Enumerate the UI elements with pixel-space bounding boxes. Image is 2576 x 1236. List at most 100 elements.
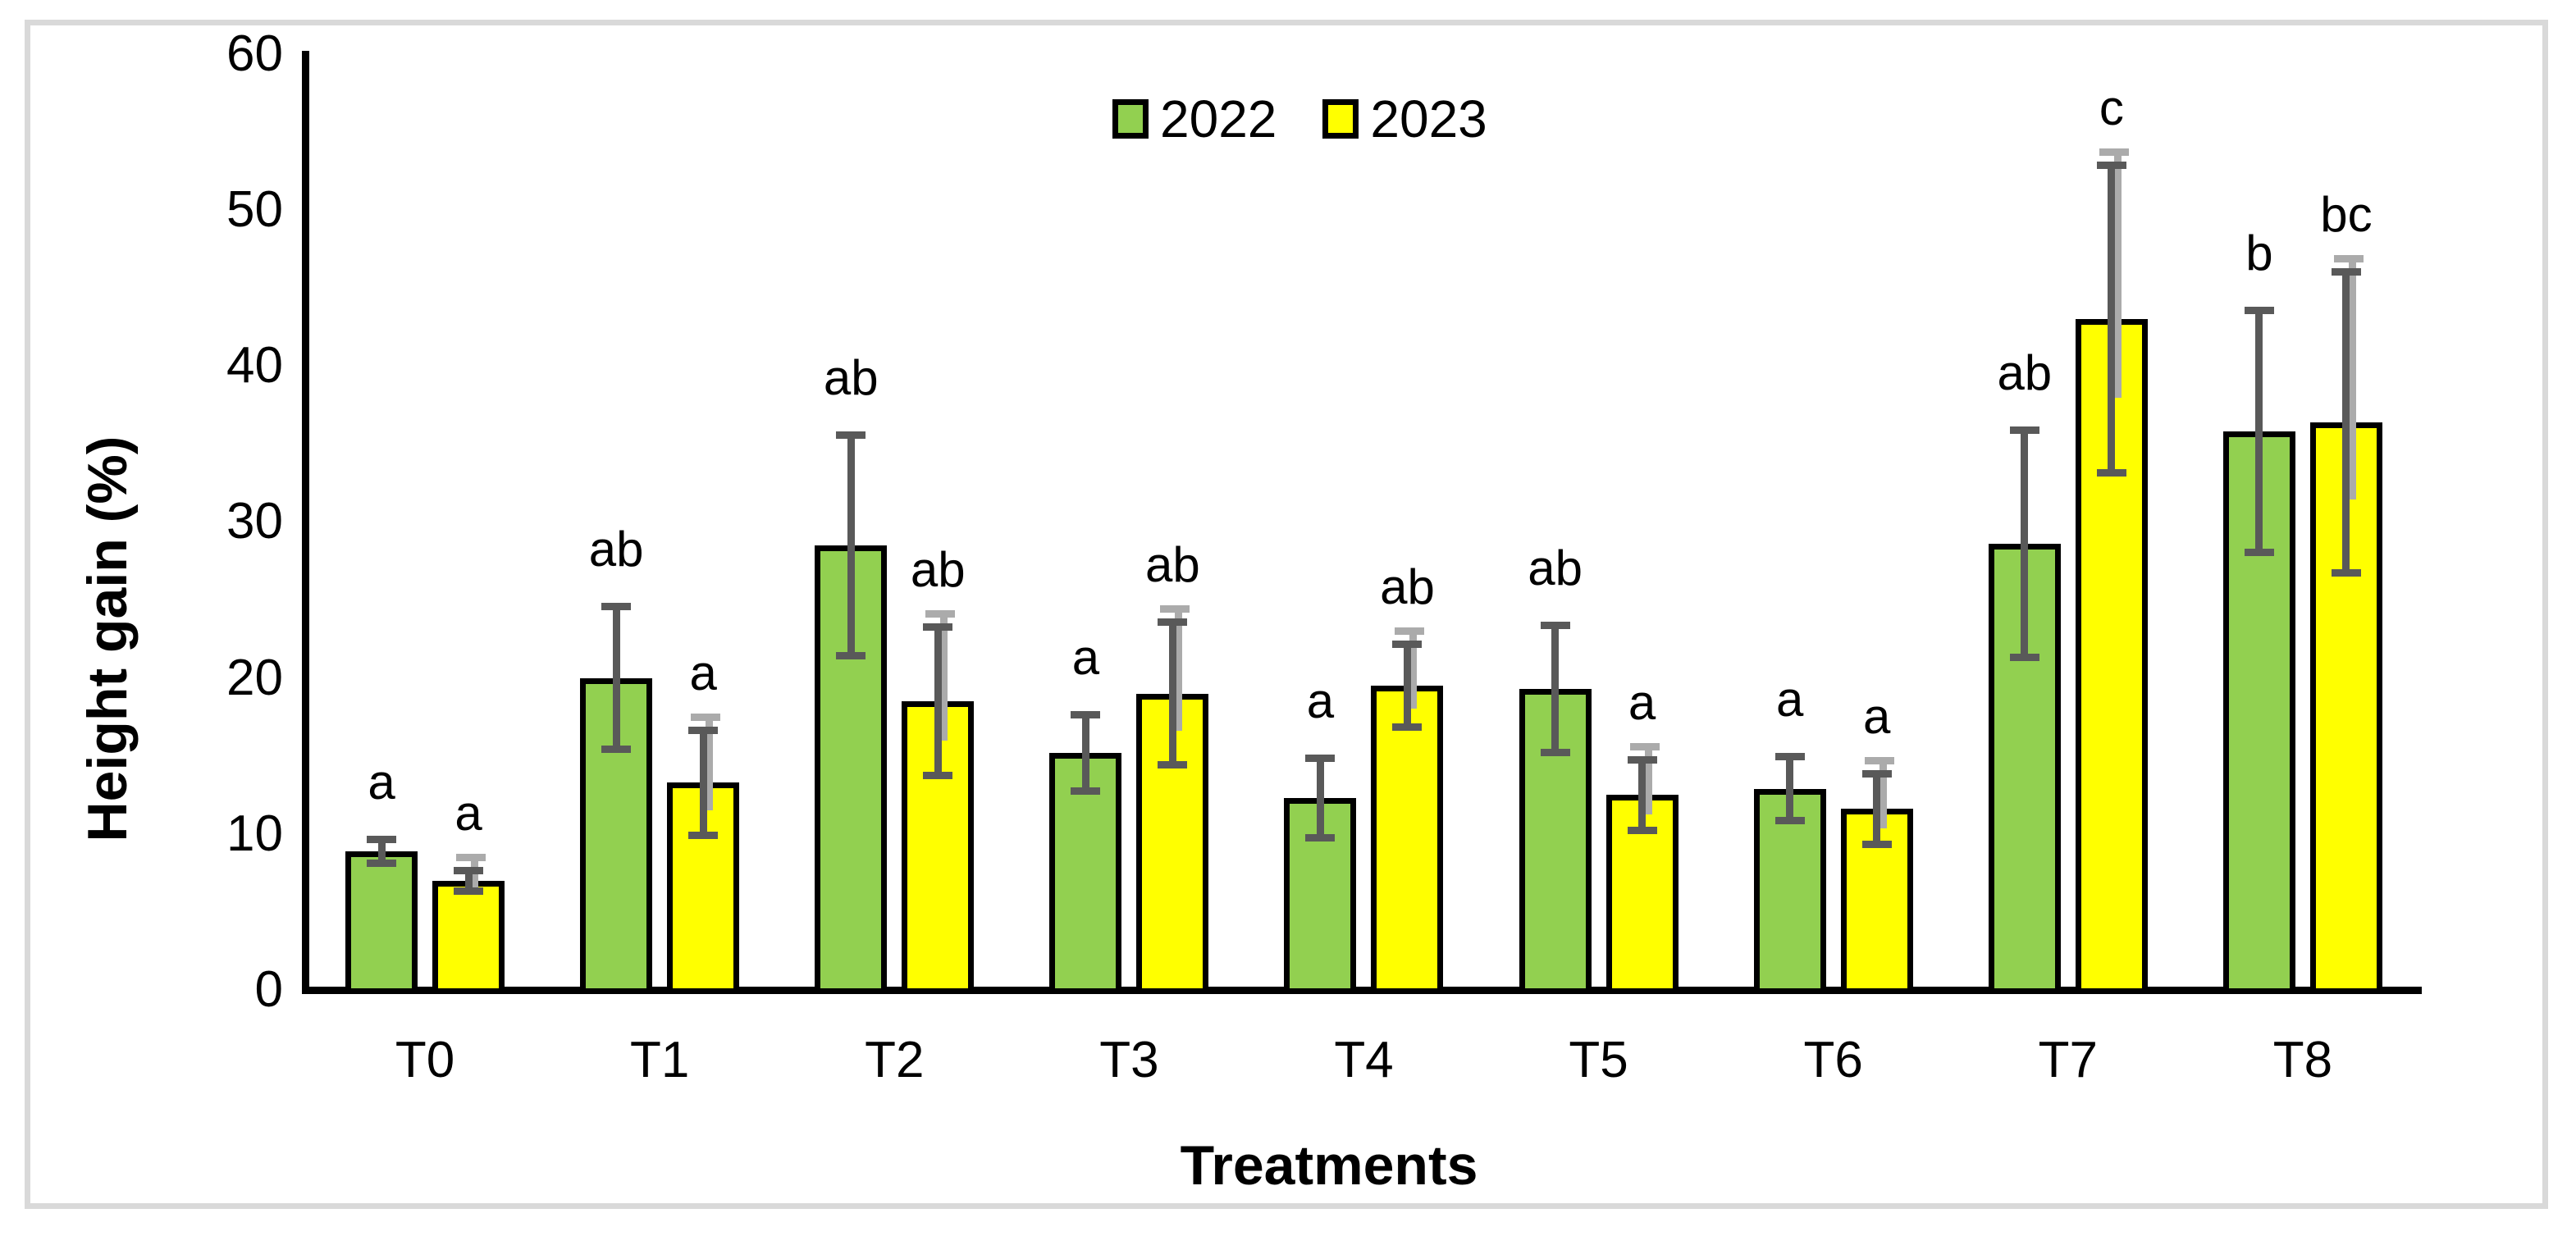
significance-letter-2022-T2: ab (823, 350, 879, 406)
y-tick-label-30: 30 (226, 493, 283, 550)
error-bar-overlay-2023-T5 (1644, 742, 1652, 815)
x-tick-label-T7: T7 (2038, 1032, 2098, 1088)
significance-letter-2023-T0: a (454, 785, 482, 841)
significance-letter-2022-T4: a (1306, 673, 1335, 728)
error-bar-overlay-2023-T1 (706, 713, 714, 811)
error-bar-bottom-cap-2022-T1 (601, 745, 632, 753)
error-bar-bottom-cap-2023-T6 (1861, 840, 1892, 848)
error-bar-2023-T0 (464, 866, 473, 895)
x-tick-label-T2: T2 (865, 1032, 925, 1088)
error-bar-top-cap-2022-T1 (601, 603, 632, 611)
significance-letter-2023-T6: a (1863, 688, 1891, 744)
bar-2022-T8 (2222, 431, 2295, 994)
error-bar-2023-T5 (1638, 755, 1647, 834)
error-bar-bottom-cap-2023-T1 (688, 831, 719, 839)
y-axis-line (302, 51, 309, 994)
error-bar-top-cap-2022-T7 (2009, 426, 2039, 435)
significance-letter-2023-T7: c (2099, 80, 2124, 136)
error-bar-top-cap-2023-T0 (454, 866, 484, 874)
error-bar-2022-T5 (1551, 622, 1560, 756)
error-bar-2023-T8 (2342, 267, 2350, 577)
error-bar-top-cap-2023-T6 (1861, 769, 1892, 778)
error-bar-overlay-cap-2023-T2 (925, 610, 956, 618)
error-bar-overlay-2023-T4 (1409, 627, 1418, 709)
error-bar-bottom-cap-2023-T7 (2096, 469, 2126, 477)
error-bar-bottom-cap-2022-T8 (2244, 549, 2274, 557)
error-bar-overlay-2023-T8 (2348, 254, 2356, 499)
error-bar-top-cap-2023-T2 (923, 623, 953, 632)
x-tick-label-T1: T1 (629, 1032, 690, 1088)
significance-letter-2023-T4: ab (1380, 559, 1435, 615)
error-bar-top-cap-2022-T5 (1540, 622, 1570, 630)
error-bar-bottom-cap-2022-T0 (367, 859, 397, 867)
error-bar-2023-T4 (1403, 641, 1411, 732)
error-bar-2022-T7 (2021, 426, 2029, 661)
error-bar-bottom-cap-2022-T7 (2009, 653, 2039, 661)
significance-letter-2022-T6: a (1776, 671, 1804, 727)
bar-2022-T0 (345, 851, 418, 994)
significance-letter-2022-T3: a (1071, 629, 1100, 685)
significance-letter-2022-T7: ab (1997, 345, 2053, 401)
error-bar-overlay-cap-2023-T3 (1160, 605, 1190, 613)
bar-2023-T0 (432, 880, 505, 994)
error-bar-2022-T0 (377, 835, 386, 867)
error-bar-2023-T7 (2108, 162, 2116, 477)
error-bar-top-cap-2022-T0 (367, 835, 397, 843)
error-bar-2022-T6 (1786, 752, 1794, 825)
error-bar-bottom-cap-2022-T2 (836, 651, 866, 659)
x-tick-label-T3: T3 (1099, 1032, 1159, 1088)
legend-label-2023: 2023 (1370, 89, 1487, 148)
error-bar-top-cap-2022-T8 (2244, 307, 2274, 315)
error-bar-bottom-cap-2022-T3 (1071, 787, 1101, 796)
error-bar-top-cap-2023-T5 (1627, 755, 1657, 764)
error-bar-overlay-2023-T2 (940, 610, 948, 741)
significance-letter-2023-T3: ab (1145, 537, 1200, 593)
error-bar-overlay-cap-2023-T8 (2333, 254, 2364, 262)
error-bar-top-cap-2023-T3 (1158, 618, 1188, 627)
legend: 2022 2023 (1112, 89, 1487, 149)
significance-letter-2023-T1: a (689, 645, 717, 700)
error-bar-bottom-cap-2022-T6 (1774, 817, 1805, 825)
error-bar-top-cap-2022-T2 (836, 431, 866, 440)
error-bar-2023-T3 (1168, 618, 1176, 769)
chart-frame (25, 20, 2548, 1209)
error-bar-bottom-cap-2023-T2 (923, 772, 953, 780)
error-bar-bottom-cap-2023-T5 (1627, 826, 1657, 834)
error-bar-top-cap-2022-T3 (1071, 710, 1101, 718)
error-bar-overlay-2023-T6 (1879, 756, 1887, 829)
error-bar-bottom-cap-2023-T3 (1158, 760, 1188, 769)
error-bar-top-cap-2022-T6 (1774, 752, 1805, 760)
error-bar-2022-T1 (612, 603, 620, 753)
error-bar-overlay-cap-2023-T5 (1629, 742, 1660, 750)
significance-letter-2022-T8: b (2245, 226, 2273, 281)
significance-letter-2022-T0: a (368, 754, 395, 810)
error-bar-bottom-cap-2023-T8 (2331, 569, 2361, 577)
y-tick-label-40: 40 (226, 337, 283, 395)
y-tick-label-20: 20 (226, 649, 283, 706)
error-bar-overlay-2023-T7 (2113, 148, 2122, 399)
error-bar-bottom-cap-2023-T0 (454, 887, 484, 895)
error-bar-top-cap-2023-T7 (2096, 162, 2126, 170)
y-axis-title: Height gain (%) (76, 436, 139, 842)
error-bar-2023-T2 (934, 623, 942, 780)
error-bar-2022-T4 (1316, 754, 1324, 842)
error-bar-overlay-cap-2023-T4 (1395, 627, 1425, 636)
x-tick-label-T0: T0 (395, 1032, 455, 1088)
error-bar-overlay-2023-T3 (1175, 605, 1183, 732)
error-bar-bottom-cap-2022-T4 (1305, 834, 1336, 842)
error-bar-2023-T6 (1873, 769, 1881, 848)
significance-letter-2023-T5: a (1628, 674, 1656, 730)
x-tick-label-T6: T6 (1803, 1032, 1863, 1088)
error-bar-top-cap-2023-T8 (2331, 267, 2361, 276)
x-tick-label-T5: T5 (1569, 1032, 1628, 1088)
significance-letter-2022-T5: ab (1528, 540, 1583, 596)
y-tick-label-60: 60 (226, 25, 283, 82)
error-bar-bottom-cap-2022-T5 (1540, 748, 1570, 756)
error-bar-2022-T3 (1081, 710, 1089, 796)
significance-letter-2023-T2: ab (910, 542, 966, 598)
error-bar-overlay-cap-2023-T7 (2099, 148, 2129, 157)
error-bar-top-cap-2023-T1 (688, 726, 719, 734)
legend-swatch-2022 (1112, 99, 1149, 139)
y-tick-label-0: 0 (254, 961, 283, 1018)
